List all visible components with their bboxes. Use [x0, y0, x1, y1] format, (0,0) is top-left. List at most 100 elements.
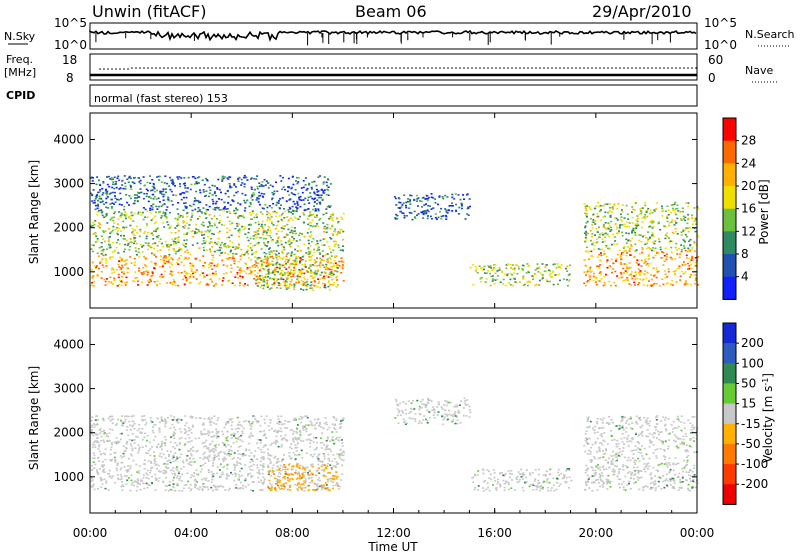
range-cell — [204, 231, 207, 233]
range-cell — [268, 251, 271, 253]
range-cell — [545, 279, 548, 281]
nave-dot — [683, 67, 685, 69]
range-cell — [238, 462, 241, 464]
range-cell — [233, 262, 236, 265]
range-cell — [226, 467, 229, 470]
range-cell — [202, 246, 205, 249]
range-cell — [207, 430, 210, 432]
range-cell — [665, 282, 668, 285]
range-cell — [133, 182, 136, 185]
range-cell — [322, 213, 325, 216]
range-cell — [599, 271, 602, 273]
range-cell — [124, 415, 126, 418]
range-cell — [547, 269, 550, 271]
range-cell — [274, 267, 276, 269]
range-cell — [329, 464, 332, 466]
range-cell — [263, 279, 265, 281]
nave-dot — [491, 67, 493, 69]
range-cell — [272, 464, 275, 467]
nave-dot — [283, 67, 285, 69]
noise-tick-top-right: 10^5 — [704, 16, 737, 30]
range-cell — [327, 457, 330, 460]
range-cell — [298, 198, 301, 201]
range-cell — [652, 226, 655, 228]
range-cell — [332, 465, 335, 467]
range-cell — [171, 264, 174, 266]
range-cell — [189, 476, 192, 479]
range-cell — [129, 245, 132, 248]
range-cell — [166, 206, 169, 208]
range-cell — [616, 253, 619, 256]
range-cell — [623, 245, 626, 248]
range-cell — [250, 465, 253, 467]
range-cell — [97, 456, 100, 459]
range-cell — [217, 263, 220, 265]
range-cell — [338, 265, 341, 267]
range-cell — [154, 473, 157, 476]
range-cell — [203, 233, 206, 236]
range-cell — [121, 481, 123, 483]
range-cell — [200, 430, 203, 433]
range-cell — [192, 265, 195, 267]
range-cell — [315, 448, 318, 450]
range-cell — [535, 283, 538, 286]
range-cell — [309, 212, 312, 214]
range-cell — [180, 272, 183, 274]
range-cell — [248, 257, 251, 259]
range-cell — [321, 277, 324, 279]
range-cell — [213, 448, 216, 450]
range-cell — [326, 178, 329, 180]
range-cell — [330, 258, 333, 261]
range-cell — [240, 425, 243, 427]
range-cell — [276, 237, 279, 240]
range-cell — [117, 440, 120, 443]
range-cell — [271, 469, 274, 472]
range-cell — [342, 450, 345, 453]
range-cell — [276, 224, 279, 227]
range-cell — [186, 258, 189, 260]
range-cell — [585, 209, 588, 212]
range-cell — [621, 204, 624, 206]
range-cell — [171, 180, 174, 182]
range-cell — [206, 229, 209, 232]
range-cell — [105, 201, 108, 204]
range-cell — [330, 450, 332, 452]
range-cell — [189, 415, 192, 418]
range-cell — [318, 264, 321, 267]
range-cell — [647, 246, 650, 249]
range-cell — [332, 487, 335, 490]
range-cell — [491, 269, 494, 272]
range-cell — [129, 467, 132, 469]
colorbar-tick-label: 24 — [741, 156, 756, 170]
range-cell — [296, 245, 299, 247]
range-cell — [217, 486, 220, 488]
range-cell — [301, 191, 304, 194]
range-cell — [602, 250, 605, 253]
noise-line — [89, 29, 697, 42]
range-cell — [330, 466, 333, 469]
range-cell — [250, 475, 253, 477]
range-cell — [204, 195, 206, 197]
range-cell — [684, 219, 686, 222]
range-cell — [267, 271, 270, 273]
range-cell — [117, 175, 120, 178]
range-cell — [118, 243, 121, 245]
range-cell — [116, 233, 119, 236]
range-cell — [331, 468, 333, 471]
range-cell — [226, 435, 229, 438]
range-cell — [272, 202, 275, 205]
range-cell — [667, 270, 670, 273]
range-cell — [208, 443, 211, 446]
range-cell — [109, 458, 112, 461]
range-cell — [99, 477, 102, 479]
range-cell — [114, 183, 117, 186]
range-cell — [319, 442, 322, 444]
range-cell — [108, 185, 111, 188]
range-cell — [590, 255, 593, 257]
range-cell — [105, 197, 108, 200]
range-cell — [120, 476, 123, 478]
range-cell — [327, 480, 330, 483]
range-cell — [221, 430, 224, 433]
range-cell — [288, 283, 291, 285]
range-cell — [267, 273, 270, 275]
